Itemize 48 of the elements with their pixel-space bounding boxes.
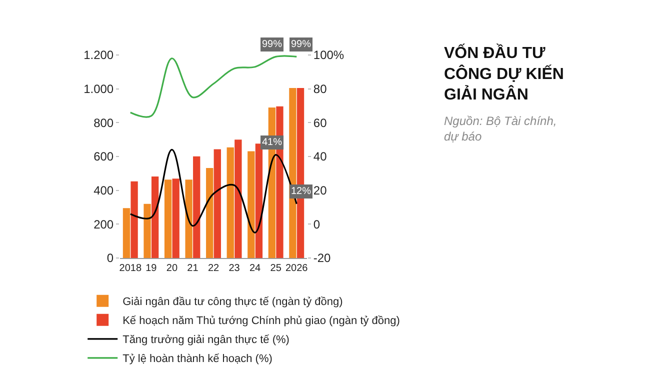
bar (214, 149, 221, 258)
x-tick-label: 22 (208, 263, 220, 274)
y2-tick-label: 80 (313, 82, 328, 96)
x-tick-label: 2026 (285, 263, 308, 274)
bar (130, 181, 138, 258)
y2-tick-label: 60 (313, 116, 328, 130)
legend-label: Tăng trưởng giải ngân thực tế (%) (122, 334, 290, 346)
y2-tick-label: 40 (313, 150, 328, 164)
bar (234, 140, 242, 258)
bar (144, 204, 151, 258)
y-tick-label: 1.000 (84, 82, 114, 96)
x-tick-label: 20 (166, 263, 178, 274)
legend-label: Tỷ lệ hoàn thành kế hoạch (%) (122, 353, 272, 366)
bar (151, 176, 159, 258)
y2-tick-label: -20 (313, 251, 332, 266)
text: VỐN ĐẦU TƯ CÔNG DỰ KIẾN GIẢI NGÂN (444, 43, 564, 104)
y2-tick-label: 0 (313, 217, 320, 232)
y2-tick-label: 20 (313, 184, 328, 198)
y2-tick-label: 100% (313, 48, 344, 62)
y-tick-label: 600 (94, 150, 114, 164)
legend-label: Kế hoạch năm Thủ tướng Chính phủ giao (ngàn tỷ đồng) (122, 315, 400, 328)
bar (226, 147, 234, 258)
y-tick-label: 1.200 (84, 48, 114, 62)
data-label: 12% (291, 186, 312, 197)
bar (255, 144, 263, 258)
bar (248, 151, 255, 258)
data-label: 41% (262, 137, 282, 148)
y-tick-label: 800 (94, 116, 114, 130)
bar (185, 180, 192, 258)
x-tick-label: 24 (249, 263, 262, 274)
data-label: 99% (291, 39, 312, 50)
y-tick-label: 400 (94, 184, 114, 198)
bar (172, 178, 180, 258)
x-tick-label: 25 (270, 263, 282, 274)
data-label: 99% (262, 39, 282, 50)
bar (206, 168, 214, 258)
x-tick-label: 2018 (119, 263, 142, 274)
line-series (130, 55, 298, 118)
x-tick-label: 23 (228, 263, 240, 274)
y-tick-label: 0 (106, 251, 114, 266)
bar (193, 156, 200, 258)
y-tick-label: 200 (94, 217, 114, 232)
x-tick-label: 21 (187, 263, 199, 274)
legend-label: Giải ngân đầu tư công thực tế (ngàn tỷ đồng) (122, 296, 343, 308)
text: Nguồn: Bộ Tài chính, dự báo (444, 114, 557, 144)
bar (164, 180, 172, 258)
bar (122, 208, 130, 258)
x-tick-label: 19 (146, 263, 158, 274)
